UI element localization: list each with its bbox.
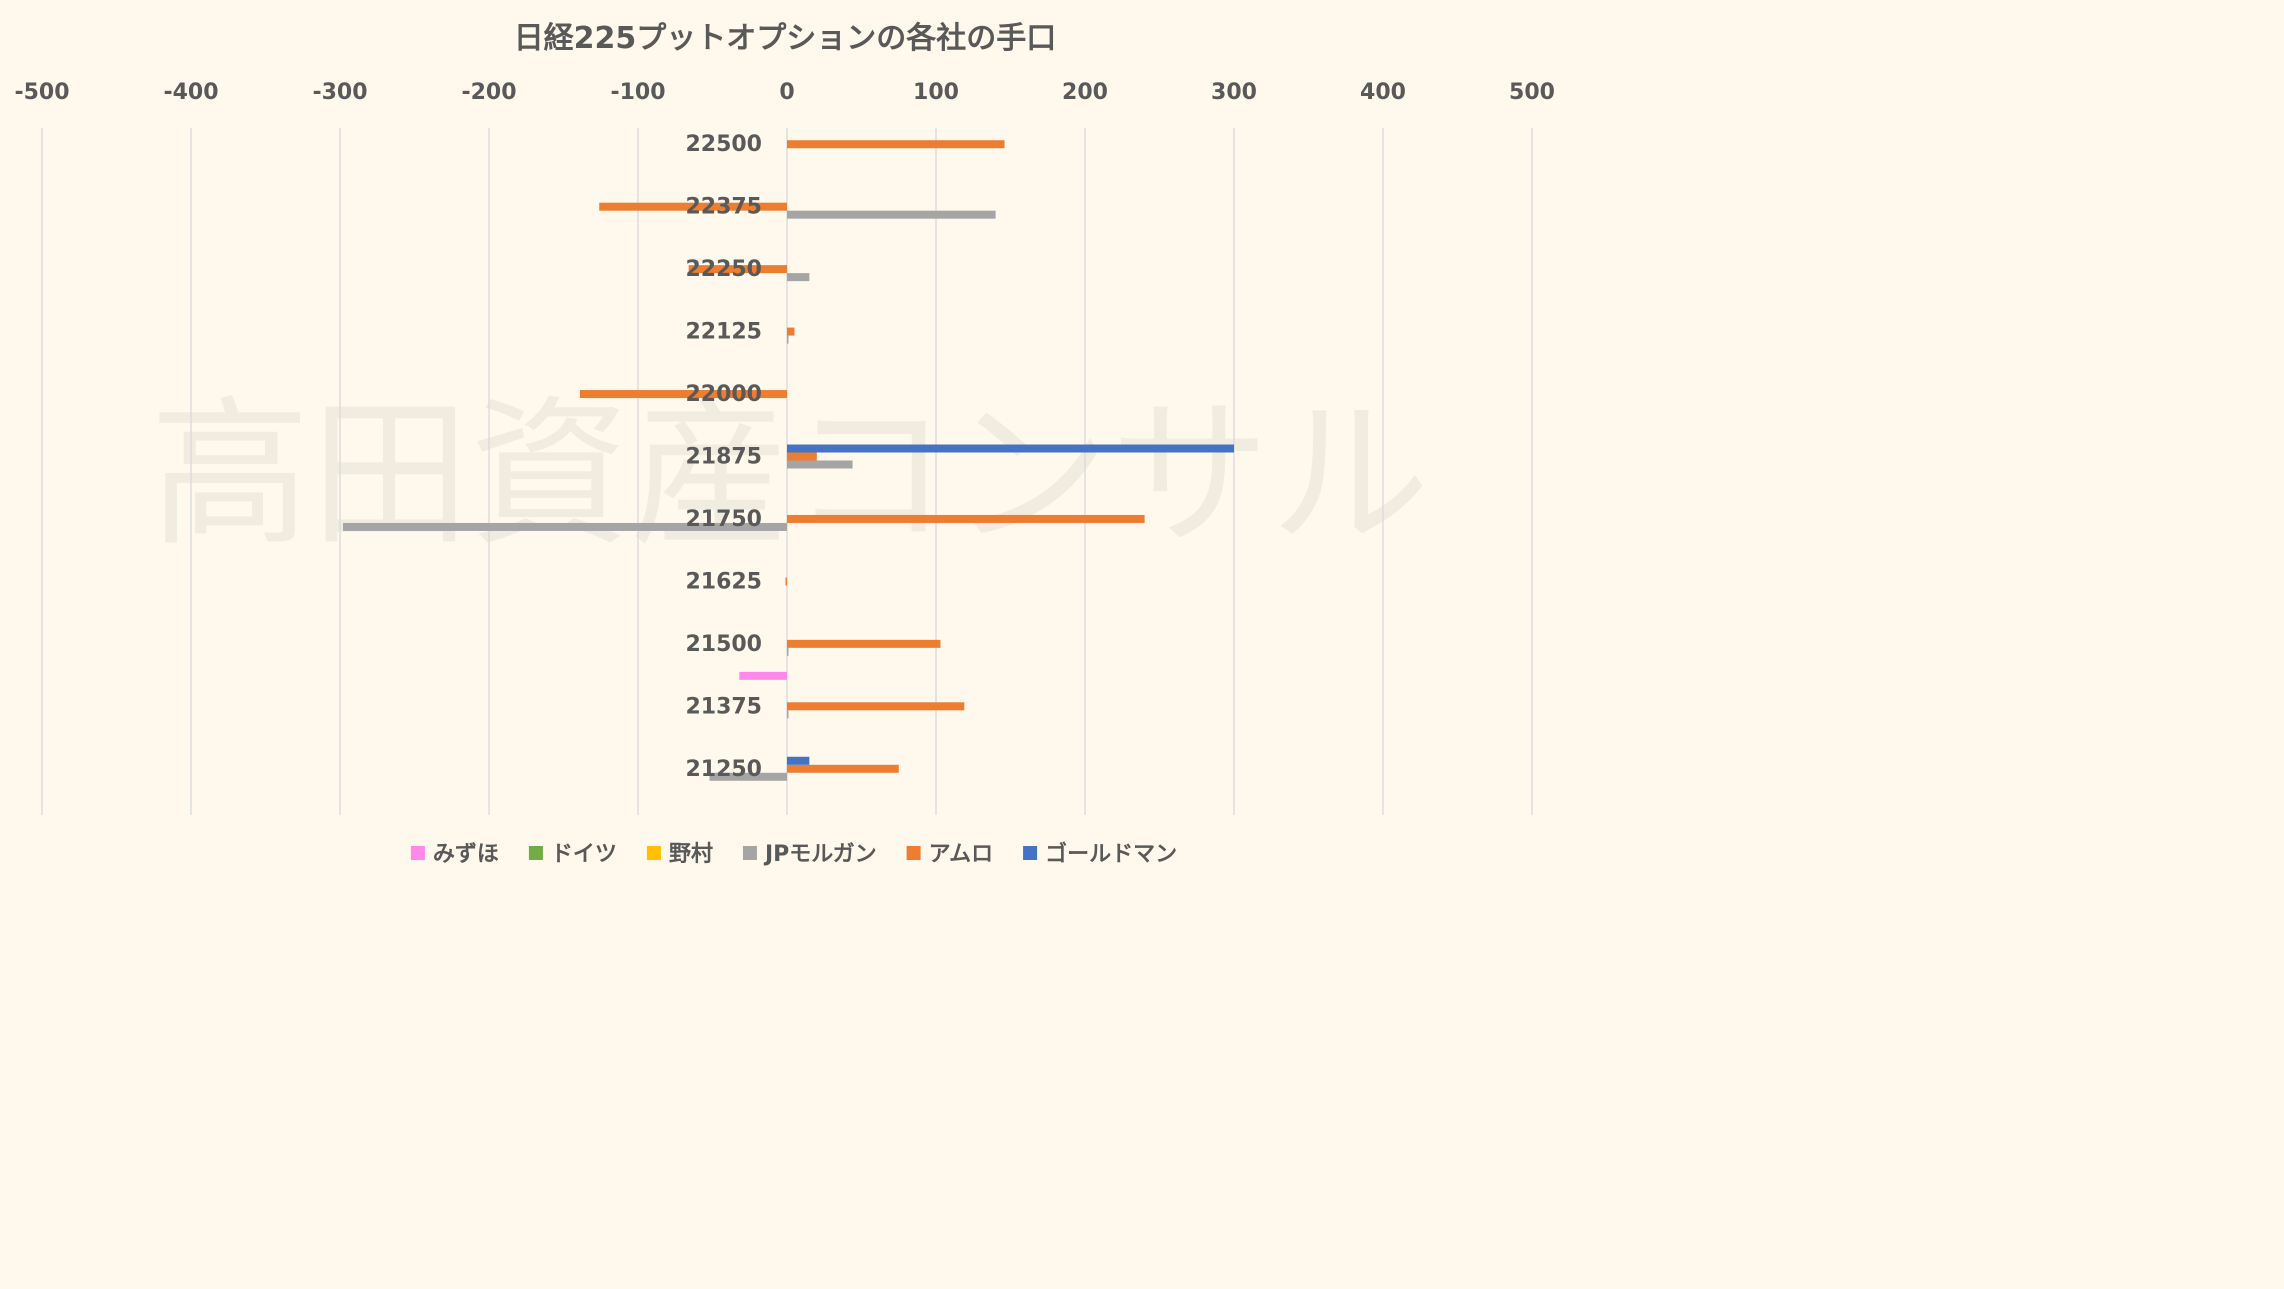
x-tick-label: 400	[1360, 80, 1406, 105]
category-label: 21625	[685, 569, 762, 594]
category-label: 22000	[685, 382, 762, 407]
bar-アムロ-22375	[599, 202, 787, 211]
bar-アムロ-21500	[787, 639, 941, 648]
category-label: 21250	[685, 757, 762, 782]
legend-swatch	[1023, 846, 1038, 860]
legend-label: ドイツ	[551, 842, 617, 867]
legend-label: みずほ	[433, 842, 499, 867]
category-label: 22250	[685, 257, 762, 282]
category-label: 22125	[685, 320, 762, 345]
legend-swatch	[646, 846, 661, 860]
bar-JPモルガン-21250	[709, 772, 787, 781]
legend-swatch	[410, 846, 425, 860]
chart-background	[0, 0, 1568, 885]
chart-title: 日経225プットオプションの各社の手口	[514, 21, 1057, 56]
legend: みずほ ドイツ 野村 JPモルガン アムロ ゴールドマン	[410, 841, 1177, 867]
legend-label: アムロ	[929, 842, 993, 867]
bar-ゴールドマン-21250	[787, 756, 810, 765]
x-tick-label: -100	[610, 80, 665, 105]
category-label: 22375	[685, 195, 762, 220]
bar-アムロ-21375	[787, 702, 965, 711]
bar-アムロ-22250	[688, 265, 787, 274]
bar-アムロ-22125	[787, 327, 795, 336]
label-layer: 22500 22375 22250 22125 22000 21875 21750 21625…	[685, 132, 762, 782]
watermark: 高田資産コンサル	[150, 381, 1430, 568]
bar-ゴールドマン-21875	[787, 444, 1234, 453]
bar-アムロ-21625	[785, 577, 788, 586]
x-tick-label: -300	[312, 80, 367, 105]
bar-アムロ-22500	[787, 140, 1005, 149]
bar-JPモルガン-22375	[787, 210, 996, 219]
legend-label: JPモルガン	[763, 842, 877, 867]
bar-JPモルガン-21500	[787, 647, 789, 656]
x-axis-ticks: -500 -400 -300 -200 -100 0 100 200 300 400 500	[14, 80, 1555, 105]
chart-root: 高田資産コンサル 22500 22375 22250 22125 22000 21875 2…	[0, 0, 1568, 885]
x-tick-label: 100	[913, 80, 959, 105]
x-tick-label: 0	[779, 80, 794, 105]
bar-JPモルガン-21875	[787, 460, 853, 469]
x-tick-label: 200	[1062, 80, 1108, 105]
bar-JPモルガン-22125	[787, 335, 789, 344]
bar-アムロ-21250	[787, 764, 899, 773]
bar-アムロ-22000	[579, 390, 787, 399]
legend-swatch	[742, 846, 757, 860]
bar-JPモルガン-21375	[787, 710, 789, 719]
chart-svg: 高田資産コンサル 2250022375222502212522000218752…	[0, 0, 1568, 885]
bar-アムロ-21750	[787, 514, 1145, 523]
bar-layer	[342, 140, 1234, 781]
x-tick-label: 500	[1509, 80, 1555, 105]
x-tick-label: 300	[1211, 80, 1257, 105]
legend-swatch	[528, 846, 543, 860]
bar-みずほ-21500	[739, 671, 787, 680]
grid-layer	[41, 128, 1533, 815]
category-label: 22500	[685, 132, 762, 157]
category-label: 21875	[685, 445, 762, 470]
x-tick-label: -400	[163, 80, 218, 105]
legend-swatch	[906, 846, 921, 860]
legend-label: ゴールドマン	[1045, 841, 1177, 867]
x-tick-label: -500	[14, 80, 69, 105]
bar-JPモルガン-21750	[342, 522, 787, 531]
bar-アムロ-21875	[787, 452, 817, 461]
x-tick-label: -200	[461, 80, 516, 105]
bar-JPモルガン-22250	[787, 273, 810, 282]
legend-label: 野村	[669, 842, 713, 867]
category-label: 21500	[685, 632, 762, 657]
category-label: 21750	[685, 507, 762, 532]
category-label: 21375	[685, 694, 762, 719]
